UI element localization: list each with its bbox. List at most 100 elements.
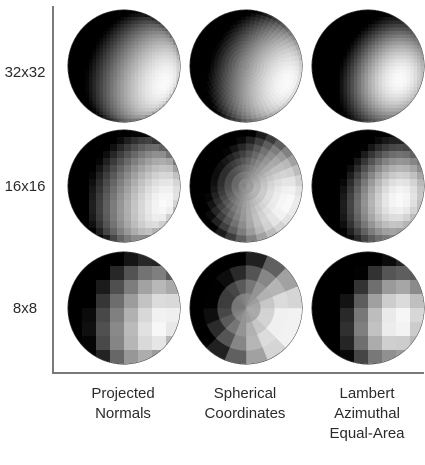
sphere-cell [120,52,125,56]
sphere-cell [85,27,90,32]
sphere-projected-16x16 [68,130,180,242]
sphere-cell [410,73,414,77]
sphere-cell [347,144,355,152]
sphere-cell [389,193,397,201]
sphere-cell [417,144,424,152]
sphere-cell [110,59,114,63]
sphere-cell [159,172,167,180]
sphere-cell [403,179,411,187]
sphere-cell [82,266,97,281]
sphere-cell [99,69,104,74]
sphere-cell [392,97,397,102]
sphere-cell [138,165,146,173]
sphere-cell [131,221,139,229]
sphere-cell [382,165,390,173]
sphere-cell [103,13,107,18]
sphere-cell [110,165,118,173]
sphere-cell [389,221,397,229]
sphere-cell [176,101,180,105]
sphere-cell [131,94,135,98]
sphere-cell [322,108,327,112]
sphere-cell [162,94,167,98]
sphere-cell [410,221,418,229]
sphere-cell [389,172,397,180]
sphere-cell [106,115,111,119]
sphere-cell [152,94,156,98]
sphere-cell [329,62,334,67]
sphere-cell [71,118,76,122]
sphere-cell [347,80,351,84]
sphere-cell [106,76,111,81]
sphere-cell [364,111,369,116]
sphere-cell [113,24,118,28]
sphere-cell [124,48,128,53]
sphere-cell [152,179,160,187]
sphere-cell [166,350,180,364]
sphere-cell [169,24,174,28]
sphere-cell [106,90,111,95]
sphere-cell [82,193,90,201]
sphere-cell [340,158,348,166]
sphere-cell [375,90,379,95]
sphere-cell [162,87,167,91]
sphere-cell [110,41,114,46]
sphere-cell [145,186,153,194]
sphere-cell [371,34,376,39]
sphere-cell [340,144,348,152]
sphere-cell [312,137,320,145]
sphere-cell [127,101,132,105]
sphere-cell [106,45,111,49]
sphere-cell [420,34,424,39]
sphere-cell [396,266,411,281]
sphere-cell [420,104,424,109]
col-label-line: Normals [95,405,151,422]
sphere-cell [378,66,383,70]
sphere-cell [375,13,379,18]
sphere-cell [347,179,355,187]
sphere-cell [399,17,404,21]
sphere-cell [336,87,341,91]
sphere-cell [406,59,411,63]
sphere-cell [343,10,348,14]
sphere-cell [350,24,355,28]
sphere-cell [420,69,424,74]
sphere-cell [361,48,365,53]
sphere-cell [312,207,320,215]
sphere-cell [396,27,400,32]
sphere-cell [113,52,118,56]
sphere-cell [117,186,125,194]
sphere-cell [99,115,104,119]
sphere-cell [347,66,351,70]
sphere-cell [336,76,341,81]
sphere-cell [329,66,334,70]
sphere-cell [120,24,125,28]
sphere-cell [173,90,177,95]
sphere-cell [336,59,341,63]
sphere-cell [382,200,390,208]
sphere-image [68,10,180,122]
sphere-cell [403,228,411,236]
sphere-cell [350,62,355,67]
sphere-cell [382,38,386,42]
sphere-cell [113,76,118,81]
sphere-cell [396,228,404,236]
sphere-cell [347,73,351,77]
sphere-cell [92,73,97,77]
sphere-cell [71,66,76,70]
sphere-cell [145,179,153,187]
sphere-cell [96,10,100,14]
sphere-cell [403,207,411,215]
sphere-cell [375,41,379,46]
sphere-cell [319,115,323,119]
sphere-cell [82,27,86,32]
sphere-cell [176,80,180,84]
sphere-cell [152,80,156,84]
sphere-cell [340,45,344,49]
sphere-cell [99,48,104,53]
sphere-cell [75,144,83,152]
sphere-cell [110,322,125,337]
sphere-cell [92,34,97,39]
sphere-cell [71,111,76,116]
sphere-cell [326,76,330,81]
sphere-cell [173,87,177,91]
